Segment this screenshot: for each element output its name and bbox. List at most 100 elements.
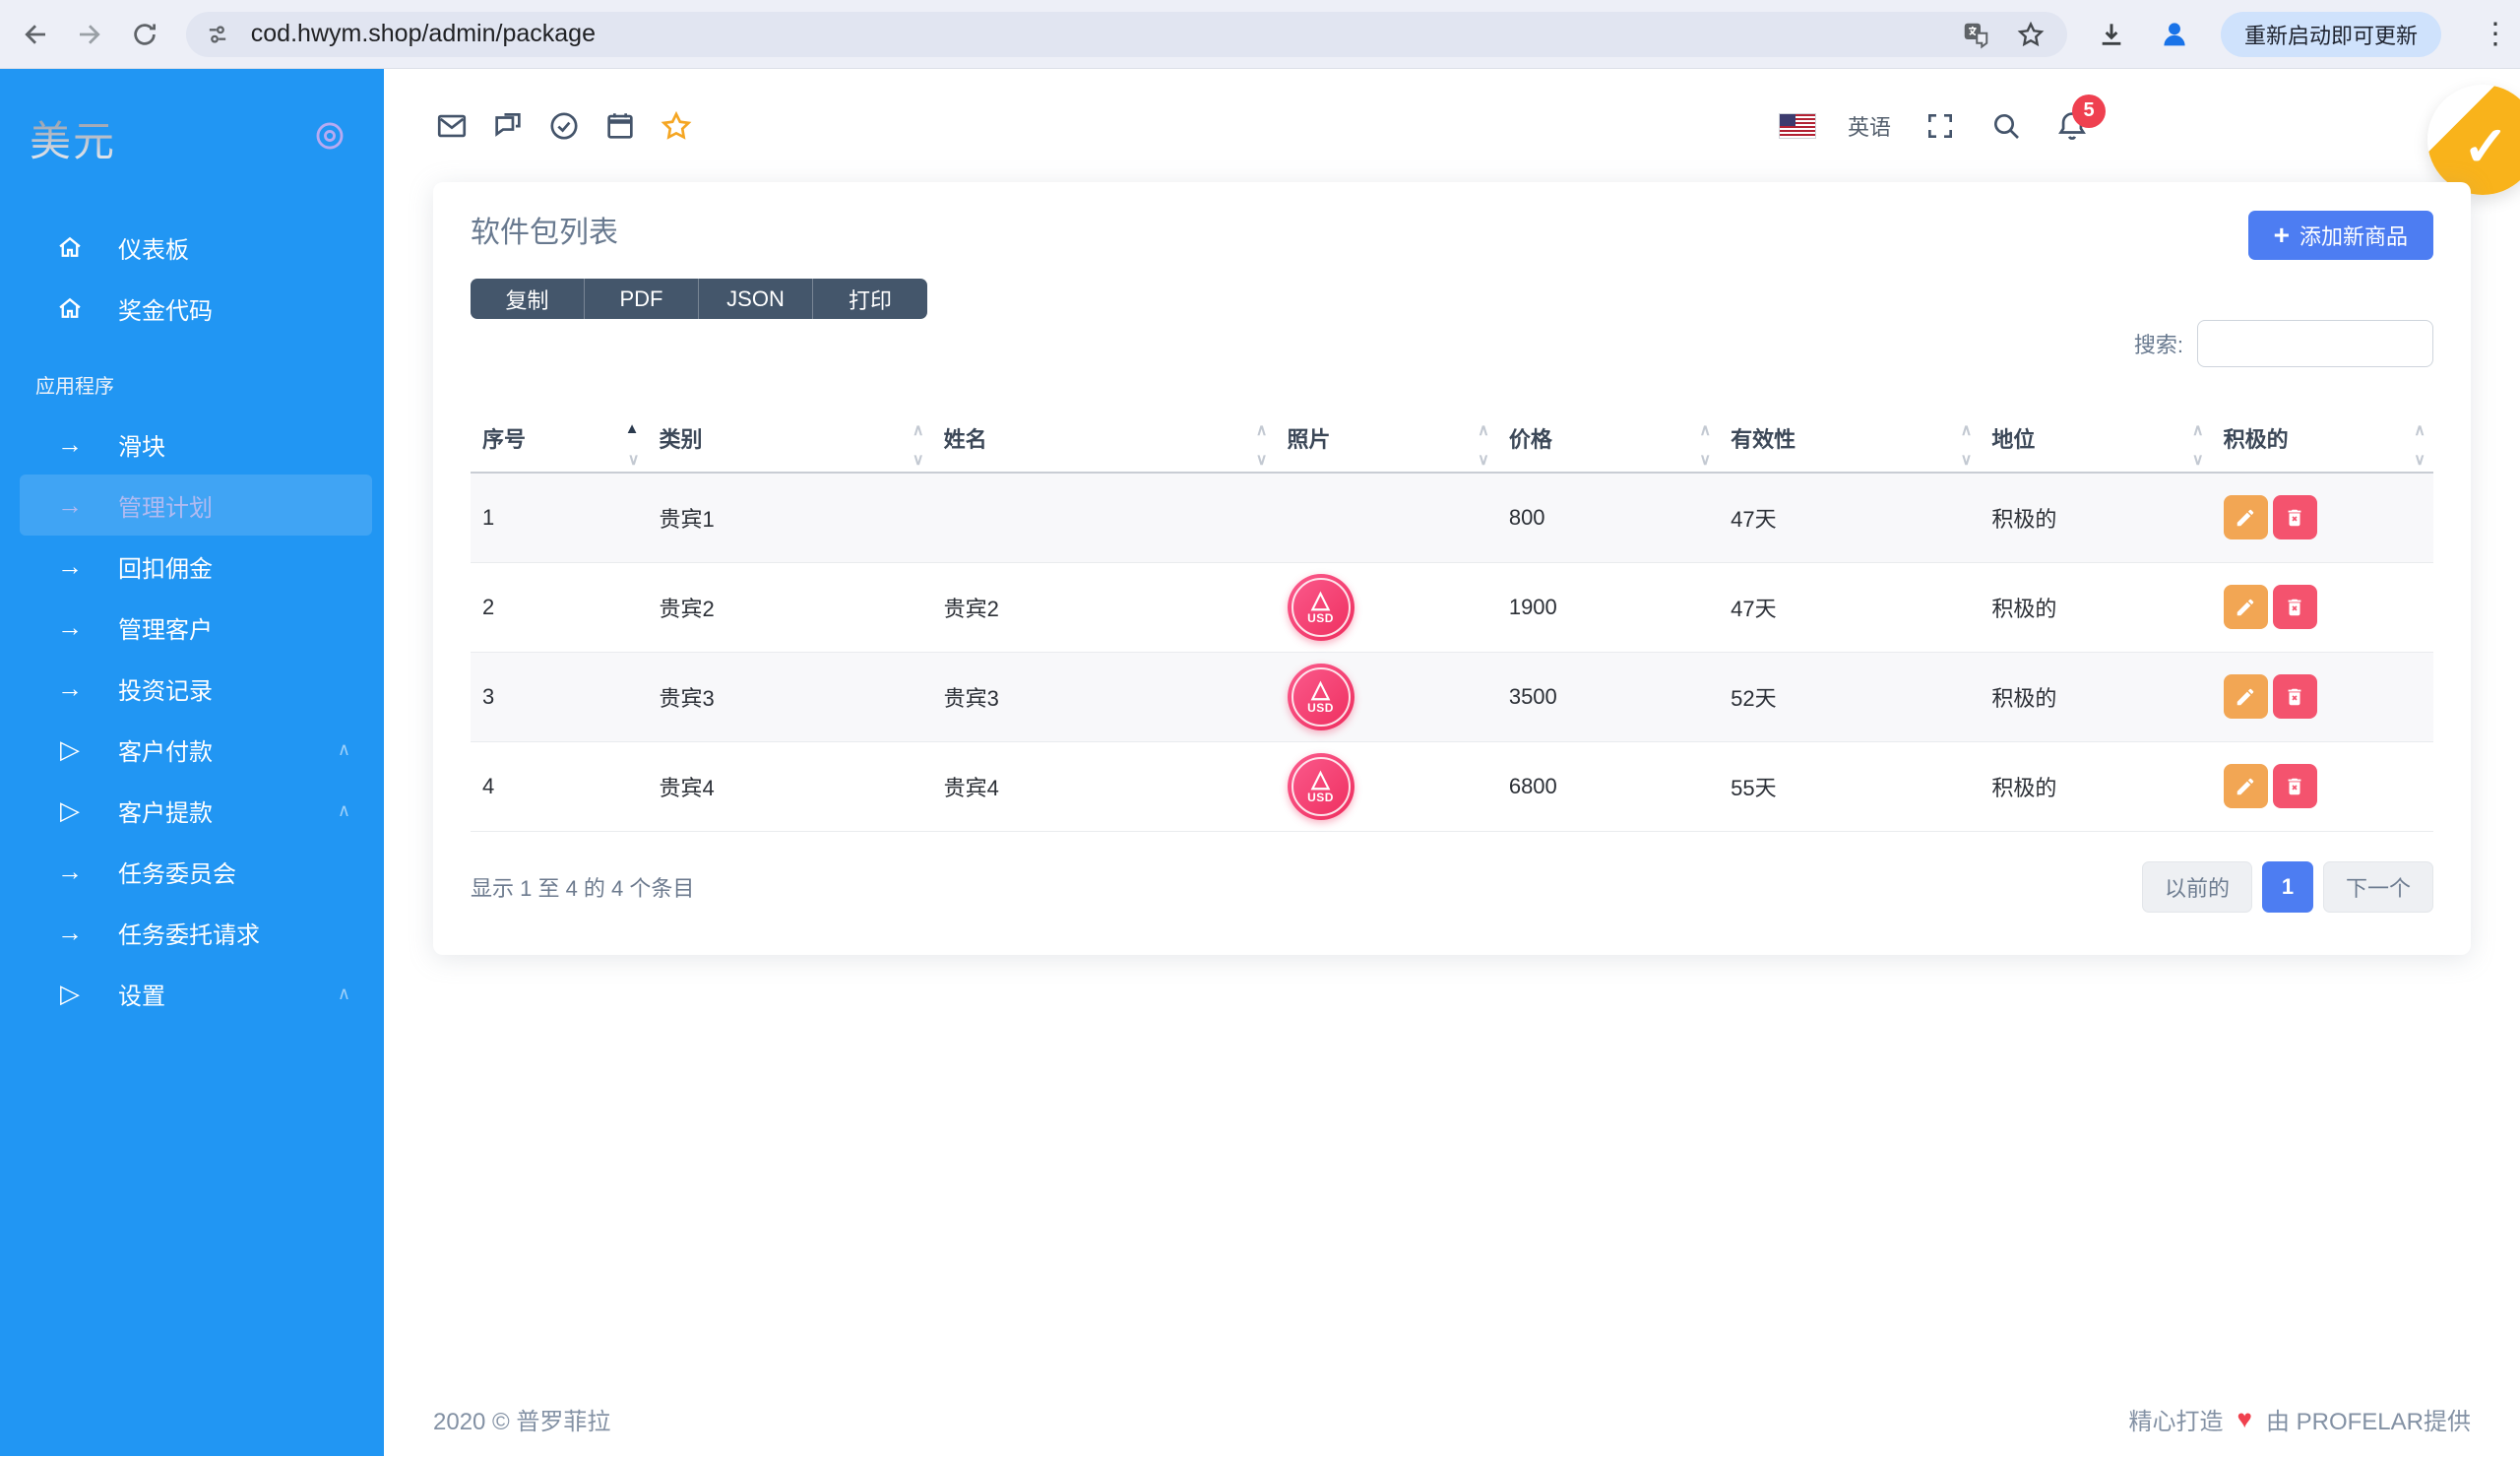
photo-cell [1275, 473, 1497, 563]
col-header-active[interactable]: 积极的 ∧ ∨ [2211, 412, 2433, 474]
table-row: 2 贵宾2 贵宾2 △ USD 1900 47天 积极的 [471, 562, 2433, 653]
browser-menu-icon[interactable]: ⋮ [2481, 17, 2510, 50]
sort-asc-icon[interactable]: ∧ [1255, 422, 1268, 439]
play-icon: ▷ [60, 733, 80, 764]
photo-cell: △ USD [1275, 562, 1497, 653]
us-flag-icon[interactable] [1780, 113, 1815, 138]
delete-button[interactable] [2272, 674, 2317, 719]
sidebar-item-manage-plans[interactable]: → 管理计划 [20, 475, 372, 536]
pencil-icon [2236, 599, 2254, 615]
brand-logo[interactable]: 美元 [30, 108, 116, 168]
download-icon[interactable] [2095, 18, 2128, 51]
browser-actions: 重新启动即可更新 ⋮ [2095, 11, 2520, 57]
col-header-name[interactable]: 姓名 ∧ ∨ [931, 412, 1276, 474]
logo-triangle-icon: △ [1311, 765, 1330, 792]
search-label: 搜索: [2133, 333, 2183, 357]
favorite-star-icon[interactable] [660, 109, 693, 143]
col-header-price[interactable]: 价格 ∧ ∨ [1496, 412, 1720, 474]
json-button[interactable]: JSON [699, 279, 813, 319]
sort-desc-icon[interactable]: ∨ [1255, 452, 1268, 469]
packages-table: 序号 ▲ ∨ 类别 ∧ ∨ 姓名 ∧ ∨ 照片 ∧ ∨ 价格 ∧ ∨ 有效性 ∧ ∨ 地位 ∧ ∨ 积极的 ∧… [471, 412, 2433, 832]
forward-button[interactable] [63, 7, 118, 62]
sort-desc-icon[interactable]: ∨ [1478, 452, 1489, 469]
page-title: 软件包列表 [471, 217, 618, 249]
print-button[interactable]: 打印 [813, 279, 927, 319]
fullscreen-icon[interactable] [1923, 109, 1957, 143]
reload-button[interactable] [117, 7, 172, 62]
notifications-bell-icon[interactable]: 5 [2055, 94, 2107, 143]
page-1-button[interactable]: 1 [2261, 860, 2313, 913]
pdf-button[interactable]: PDF [585, 279, 699, 319]
sidebar-item-bonus-code[interactable]: 奖金代码 [0, 278, 384, 339]
sidebar-item-settings[interactable]: ▷ 设置 ∧ [0, 963, 384, 1024]
sort-asc-icon[interactable]: ∧ [1960, 422, 1973, 439]
sidebar-item-rebate-commission[interactable]: → 回扣佣金 [0, 536, 384, 597]
sidebar-item-dashboard[interactable]: 仪表板 [0, 217, 384, 278]
sort-asc-icon[interactable]: ∧ [1699, 422, 1712, 439]
search-icon[interactable] [1989, 109, 2023, 143]
calendar-icon[interactable] [603, 109, 637, 143]
sidebar-item-investment-records[interactable]: → 投资记录 [0, 658, 384, 719]
back-arrow-icon [25, 24, 45, 44]
sort-desc-icon[interactable]: ∨ [2414, 452, 2426, 469]
chat-icon[interactable] [491, 109, 525, 143]
sidebar-item-task-requests[interactable]: → 任务委托请求 [0, 902, 384, 963]
sort-desc-icon[interactable]: ∨ [2191, 452, 2204, 469]
sort-asc-icon[interactable]: ∧ [912, 422, 924, 439]
update-browser-button[interactable]: 重新启动即可更新 [2220, 11, 2441, 57]
url-text[interactable]: cod.hwym.shop/admin/package [250, 20, 596, 47]
home-icon [53, 233, 87, 261]
sort-desc-icon[interactable]: ∨ [912, 452, 924, 469]
sort-asc-icon[interactable]: ∧ [2414, 422, 2426, 439]
add-new-product-button[interactable]: + 添加新商品 [2247, 211, 2433, 260]
next-page-button[interactable]: 下一个 [2322, 860, 2433, 913]
package-photo-badge: △ USD [1287, 573, 1354, 641]
sort-asc-icon[interactable]: ∧ [1478, 422, 1489, 439]
table-row: 4 贵宾4 贵宾4 △ USD 6800 55天 积极的 [471, 741, 2433, 832]
table-info: 显示 1 至 4 的 4 个条目 [471, 875, 695, 901]
sort-asc-icon[interactable]: ∧ [2191, 422, 2204, 439]
delete-button[interactable] [2272, 585, 2317, 629]
sort-desc-icon[interactable]: ∨ [1699, 452, 1712, 469]
omnibox[interactable]: cod.hwym.shop/admin/package [185, 11, 2067, 57]
sort-desc-icon[interactable]: ∨ [627, 452, 640, 469]
sidebar-item-task-committee[interactable]: → 任务委员会 [0, 841, 384, 902]
delete-button[interactable] [2272, 764, 2317, 808]
col-header-status[interactable]: 地位 ∧ ∨ [1980, 412, 2212, 474]
col-header-photo[interactable]: 照片 ∧ ∨ [1275, 412, 1497, 474]
reload-icon [134, 23, 156, 45]
site-settings-icon[interactable] [204, 21, 231, 48]
edit-button[interactable] [2223, 674, 2268, 719]
sidebar-item-client-payments[interactable]: ▷ 客户付款 ∧ [0, 719, 384, 780]
profile-avatar[interactable] [2158, 18, 2191, 51]
bookmark-star-icon[interactable] [2016, 20, 2046, 49]
col-header-category[interactable]: 类别 ∧ ∨ [647, 412, 932, 474]
col-header-serial[interactable]: 序号 ▲ ∨ [471, 412, 648, 474]
search-input[interactable] [2197, 320, 2433, 367]
edit-button[interactable] [2223, 585, 2268, 629]
table-row: 3 贵宾3 贵宾3 △ USD 3500 52天 积极的 [471, 652, 2433, 742]
sidebar-item-slider[interactable]: → 滑块 [0, 413, 384, 475]
previous-page-button[interactable]: 以前的 [2141, 860, 2252, 913]
check-circle-icon[interactable] [547, 109, 581, 143]
copy-button[interactable]: 复制 [471, 279, 585, 319]
col-header-validity[interactable]: 有效性 ∧ ∨ [1719, 412, 1981, 474]
edit-button[interactable] [2223, 495, 2268, 540]
sidebar-item-manage-clients[interactable]: → 管理客户 [0, 597, 384, 658]
photo-cell: △ USD [1275, 741, 1497, 832]
language-label[interactable]: 英语 [1848, 114, 1892, 140]
sort-desc-icon[interactable]: ∨ [1960, 452, 1973, 469]
user-avatar[interactable] [2427, 85, 2520, 195]
package-photo-badge: △ USD [1287, 752, 1354, 820]
translate-icon[interactable] [1961, 20, 1990, 49]
page-footer: 2020 © 普罗菲拉 精心打造 ♥ 由 PROFELAR提供 [384, 1381, 2520, 1456]
delete-button[interactable] [2272, 495, 2317, 540]
logo-triangle-icon: △ [1311, 586, 1330, 613]
sidebar-toggle-icon[interactable] [313, 119, 346, 158]
edit-button[interactable] [2223, 764, 2268, 808]
sort-asc-icon[interactable]: ▲ [624, 420, 640, 437]
mail-icon[interactable] [435, 109, 469, 143]
sidebar-item-client-withdrawals[interactable]: ▷ 客户提款 ∧ [0, 780, 384, 841]
back-button[interactable] [8, 7, 63, 62]
